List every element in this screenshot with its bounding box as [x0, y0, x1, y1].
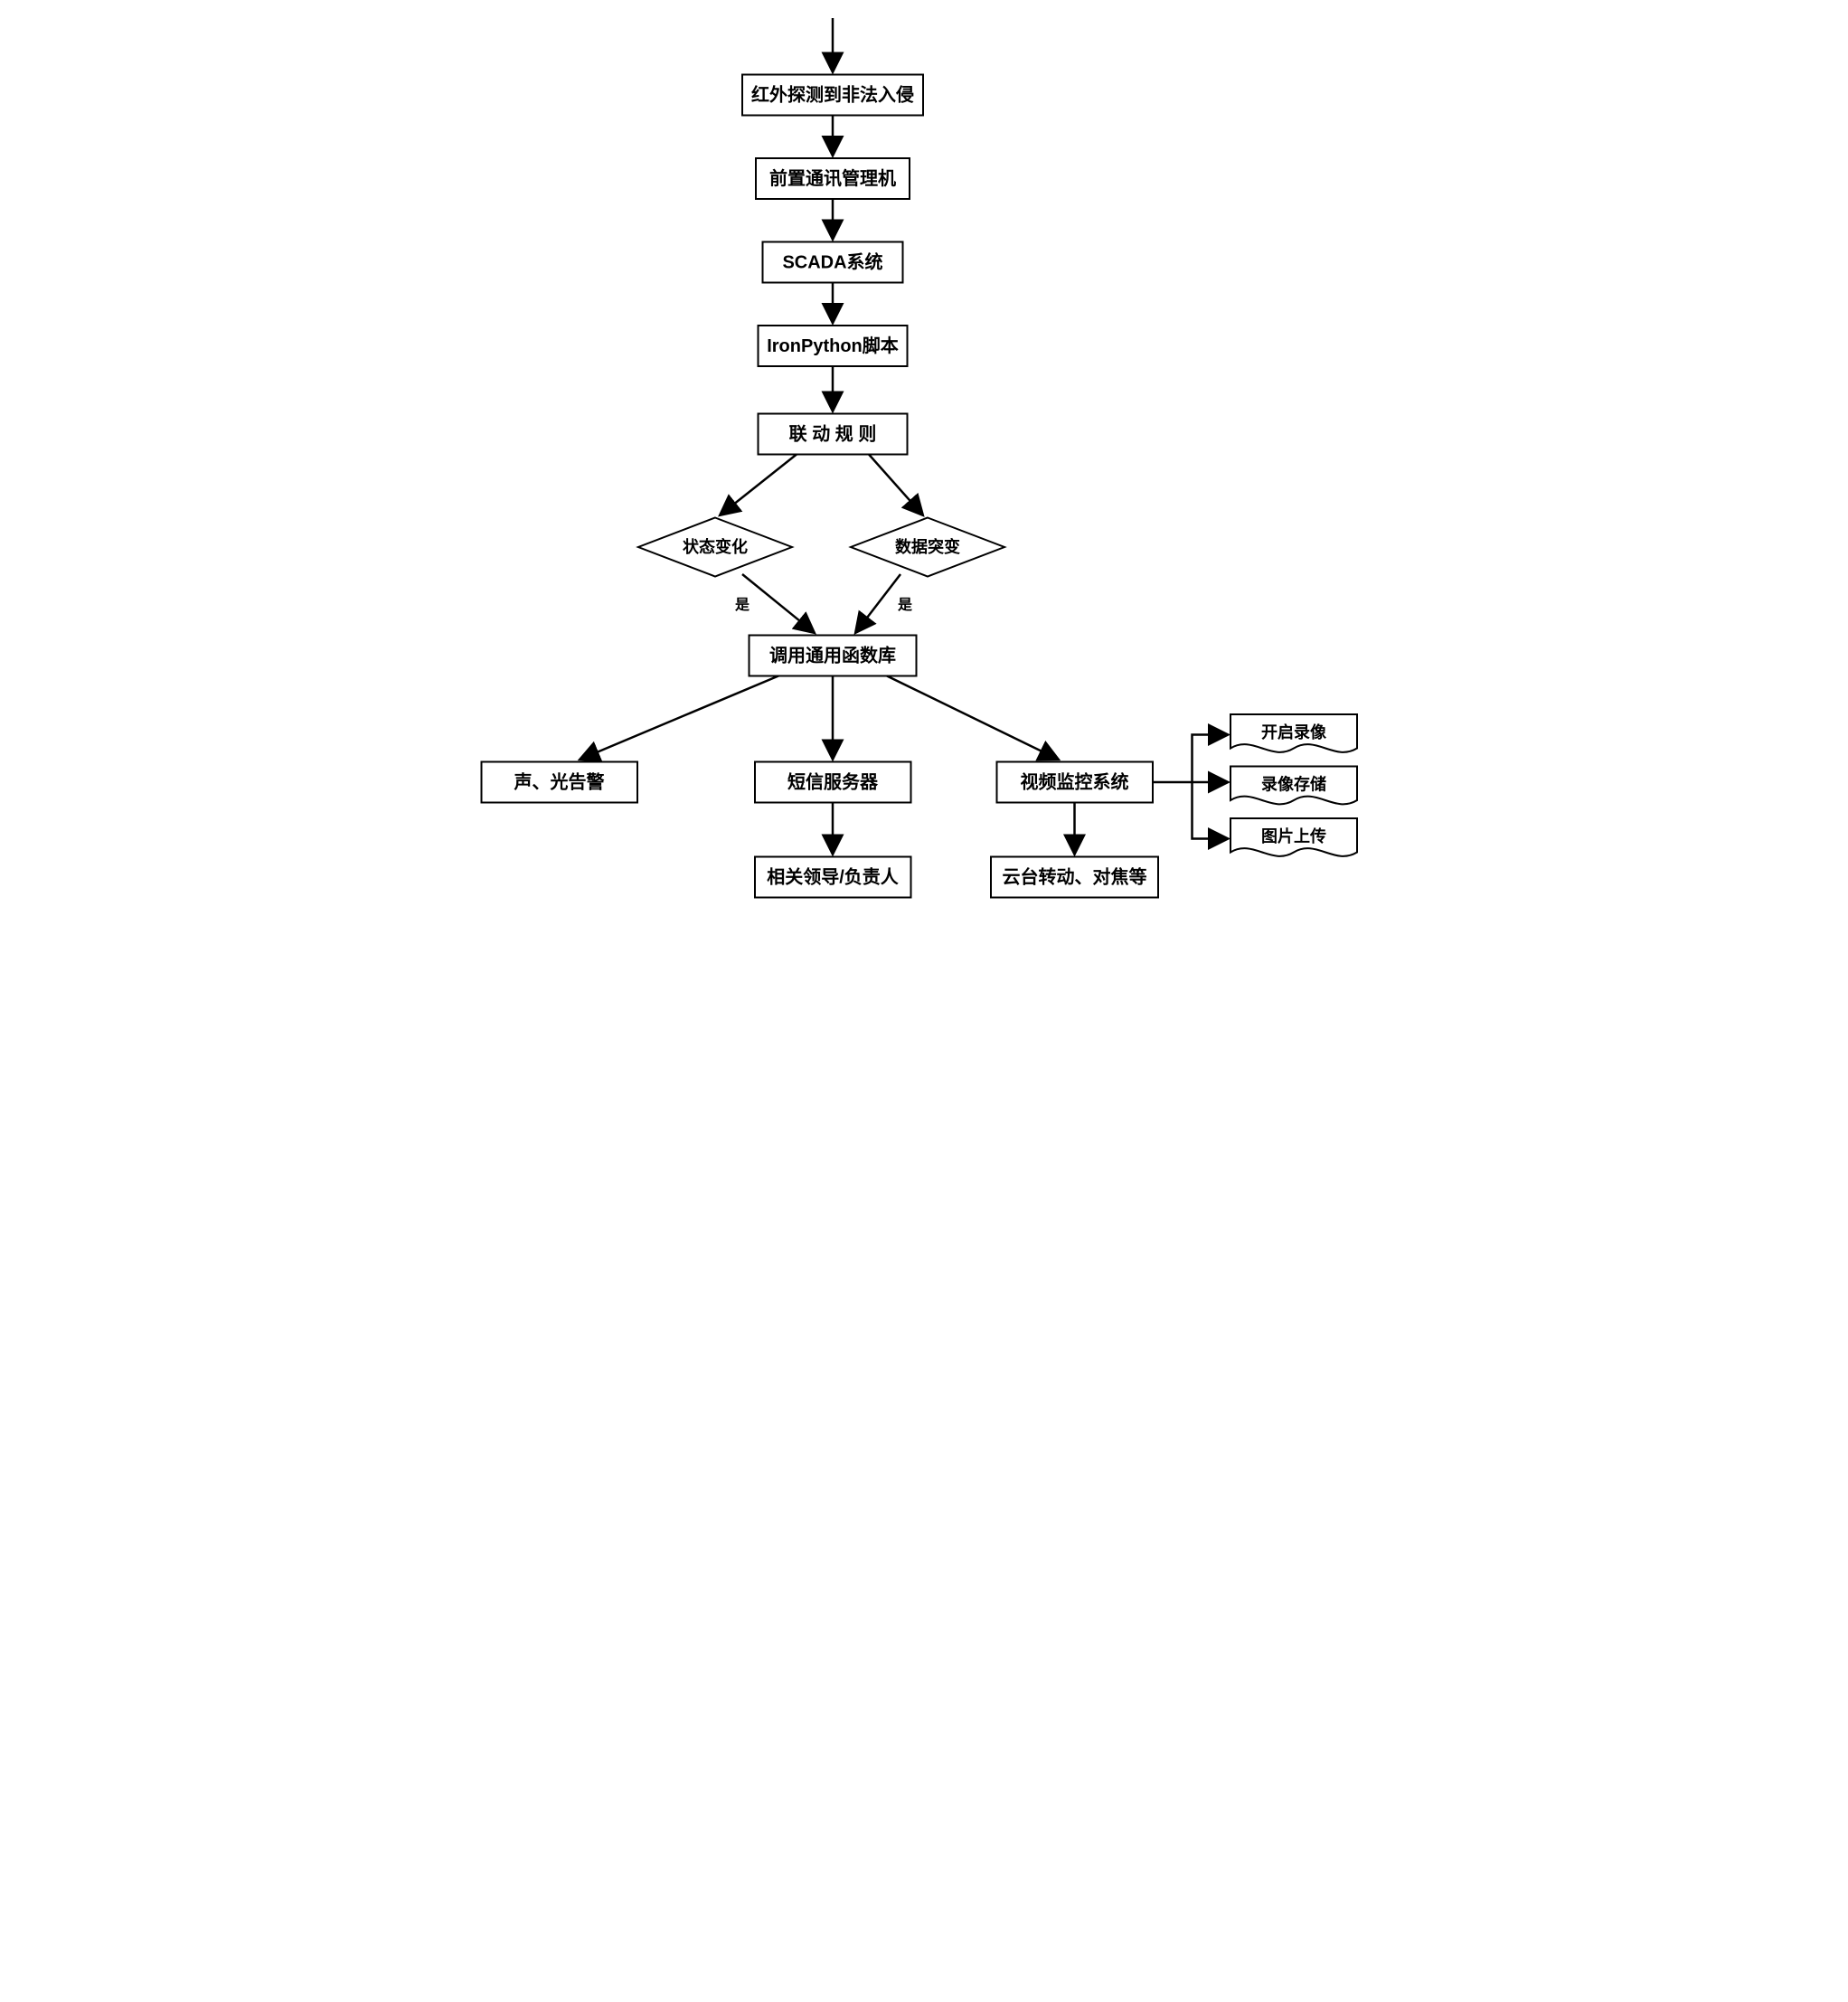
- edge-n6-n9: [887, 676, 1059, 760]
- edge-n9-doc3: [1193, 782, 1229, 839]
- node-front-comm-label: 前置通讯管理机: [769, 167, 896, 189]
- edge-n6-n7: [580, 676, 778, 760]
- node-start-recording-label: 开启录像: [1261, 722, 1327, 741]
- node-state-change-label: 状态变化: [683, 537, 748, 556]
- node-sms-server-label: 短信服务器: [787, 770, 879, 792]
- edge-d2-n6: [855, 574, 900, 633]
- node-infrared-detect-label: 红外探测到非法入侵: [751, 83, 914, 105]
- node-data-mutation-label: 数据突变: [895, 537, 960, 556]
- node-call-lib-label: 调用通用函数库: [769, 644, 896, 666]
- node-sound-light-alarm-label: 声、光告警: [514, 770, 605, 792]
- edge-n5-d2: [869, 455, 923, 516]
- node-upload-image-label: 图片上传: [1261, 826, 1326, 845]
- node-ptz-label: 云台转动、对焦等: [1003, 865, 1147, 887]
- edge-d1-n6: [742, 574, 815, 633]
- edge-d2-n6-label: 是: [897, 597, 912, 613]
- node-leaders-label: 相关领导/负责人: [767, 865, 900, 887]
- node-ironpython-label: IronPython脚本: [767, 335, 899, 356]
- node-video-surveillance-label: 视频监控系统: [1021, 770, 1129, 792]
- node-scada-label: SCADA系统: [782, 250, 882, 272]
- flowchart-canvas: 红外探测到非法入侵 前置通讯管理机 SCADA系统 IronPython脚本 联…: [462, 0, 1386, 927]
- edge-n9-doc1: [1153, 735, 1229, 783]
- edge-d1-n6-label: 是: [734, 597, 750, 613]
- node-store-recording-label: 录像存储: [1261, 774, 1326, 793]
- node-linkage-rule-label: 联 动 规 则: [789, 423, 877, 444]
- edge-n5-d1: [720, 455, 797, 516]
